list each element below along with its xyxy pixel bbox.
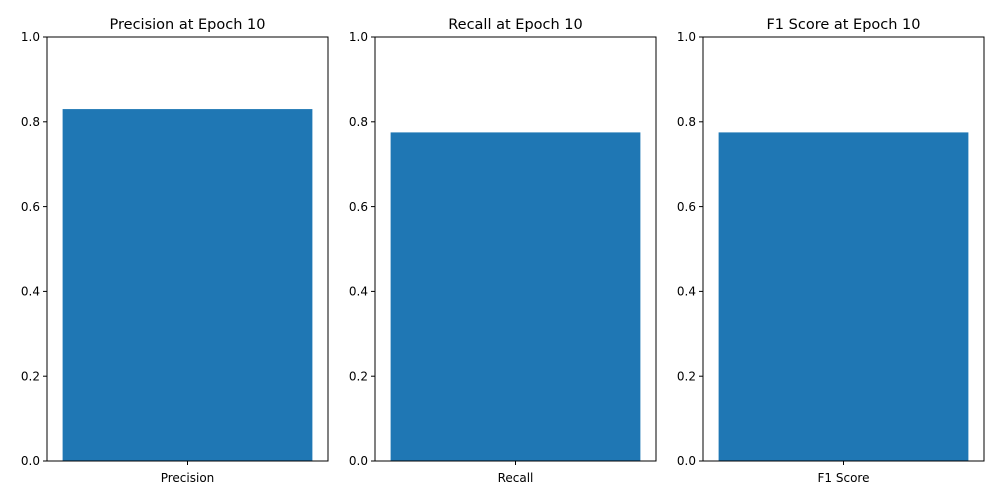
- y-tick-label: 0.2: [21, 369, 40, 383]
- y-tick-label: 0.8: [677, 115, 696, 129]
- y-tick-label: 1.0: [21, 30, 40, 44]
- x-tick-label: Recall: [498, 471, 534, 485]
- chart-panel-1: Precision 0.0 0.2 0.4 0.6 0.8 1.0 Precision at …: [21, 17, 329, 485]
- chart-panel-2: Recall 0.0 0.2 0.4 0.6 0.8 1.0 Recall at Epoch …: [349, 17, 657, 485]
- y-tick-label: 0.6: [349, 200, 368, 214]
- chart-title: Precision at Epoch 10: [110, 17, 266, 33]
- y-tick-label: 0.0: [677, 454, 696, 468]
- bar-recall: [390, 132, 641, 461]
- y-tick-label: 0.2: [349, 369, 368, 383]
- chart-title: F1 Score at Epoch 10: [766, 17, 920, 33]
- chart-panel-3: F1 Score 0.0 0.2 0.4 0.6 0.8 1.0 F1 Score at Ep…: [677, 17, 985, 485]
- y-tick-label: 0.0: [349, 454, 368, 468]
- y-tick-label: 0.6: [21, 200, 40, 214]
- x-tick-label: Precision: [161, 471, 215, 485]
- y-tick-label: 0.0: [21, 454, 40, 468]
- bar-f1-score: [718, 132, 969, 461]
- y-tick-label: 0.6: [677, 200, 696, 214]
- y-tick-label: 0.4: [21, 285, 40, 299]
- y-tick-label: 0.8: [349, 115, 368, 129]
- axes-frame: [46, 36, 329, 462]
- bar-precision: [62, 109, 313, 461]
- y-tick-label: 1.0: [677, 30, 696, 44]
- y-tick-label: 0.4: [677, 285, 696, 299]
- x-tick-label: F1 Score: [818, 471, 870, 485]
- y-tick-label: 0.2: [677, 369, 696, 383]
- chart-title: Recall at Epoch 10: [448, 17, 583, 33]
- axes-frame: [374, 36, 657, 462]
- y-tick-label: 0.4: [349, 285, 368, 299]
- axes-frame: [702, 36, 985, 462]
- y-tick-label: 1.0: [349, 30, 368, 44]
- y-tick-label: 0.8: [21, 115, 40, 129]
